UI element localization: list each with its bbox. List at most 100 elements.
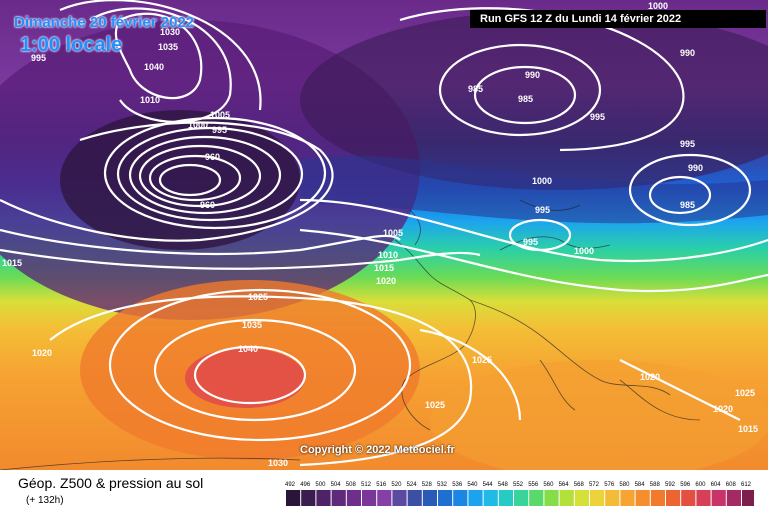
copyright: Copyright © 2022 Meteociel.fr xyxy=(300,444,455,456)
scale-swatch xyxy=(605,490,620,506)
iso-label: 995 xyxy=(212,125,227,135)
scale-swatch xyxy=(483,490,498,506)
iso-label: 1030 xyxy=(160,27,180,37)
iso-label: 985 xyxy=(518,94,533,104)
scale-tick-label: 532 xyxy=(437,482,448,488)
scale-swatch xyxy=(438,490,453,506)
iso-label: 990 xyxy=(688,163,703,173)
scale-tick-label: 536 xyxy=(452,482,463,488)
scale-tick-label: 500 xyxy=(315,482,326,488)
iso-label: 1035 xyxy=(242,320,262,330)
scale-swatch xyxy=(529,490,544,506)
legend-footer: Géop. Z500 & pression au sol (+ 132h) 49… xyxy=(0,470,768,512)
iso-label: 1015 xyxy=(374,263,394,273)
iso-label: 990 xyxy=(680,48,695,58)
scale-swatch xyxy=(742,490,754,506)
iso-label: 1040 xyxy=(144,62,164,72)
scale-swatch xyxy=(301,490,316,506)
scale-tick-label: 568 xyxy=(574,482,585,488)
scale-swatch xyxy=(468,490,483,506)
iso-label: 1020 xyxy=(713,404,733,414)
iso-label: 1005 xyxy=(383,228,403,238)
scale-swatch xyxy=(362,490,377,506)
iso-label: 995 xyxy=(680,139,695,149)
scale-tick-label: 580 xyxy=(619,482,630,488)
weather-map: 1035 1030 1040 1010 1015 1005 1000 995 9… xyxy=(0,0,768,470)
forecast-time: 1:00 locale xyxy=(20,34,123,56)
iso-label: 1020 xyxy=(32,348,52,358)
isobar-labels: 1035 1030 1040 1010 1015 1005 1000 995 9… xyxy=(2,1,758,468)
iso-label: 1020 xyxy=(376,276,396,286)
jet-band xyxy=(300,155,768,224)
iso-label: 1000 xyxy=(648,1,668,11)
scale-tick-label: 564 xyxy=(559,482,570,488)
scale-swatch xyxy=(696,490,711,506)
iso-label: 1010 xyxy=(140,95,160,105)
scale-swatch xyxy=(422,490,437,506)
scale-swatch xyxy=(559,490,574,506)
iso-label: 1035 xyxy=(158,42,178,52)
scale-tick-label: 604 xyxy=(711,482,722,488)
scale-tick-label: 516 xyxy=(376,482,387,488)
iso-label: 1030 xyxy=(268,458,288,468)
scale-tick-label: 572 xyxy=(589,482,600,488)
scale-tick-label: 588 xyxy=(650,482,661,488)
iso-label: 1005 xyxy=(210,110,230,120)
scale-swatch xyxy=(286,490,301,506)
scale-swatch xyxy=(650,490,665,506)
iso-label: 1000 xyxy=(188,120,208,130)
scale-swatch xyxy=(590,490,605,506)
iso-label: 985 xyxy=(680,200,695,210)
scale-tick-label: 592 xyxy=(665,482,676,488)
scale-tick-label: 552 xyxy=(513,482,524,488)
scale-tick-label: 584 xyxy=(635,482,646,488)
iso-label: 1025 xyxy=(248,292,268,302)
med-ridge xyxy=(430,360,768,470)
scale-swatch xyxy=(346,490,361,506)
scale-tick-label: 548 xyxy=(498,482,509,488)
scale-swatch xyxy=(514,490,529,506)
north-low-area xyxy=(300,10,768,190)
iso-label: 995 xyxy=(590,112,605,122)
scale-tick-label: 576 xyxy=(604,482,615,488)
legend-title: Géop. Z500 & pression au sol xyxy=(18,475,204,491)
scale-swatch xyxy=(635,490,650,506)
iso-label: 960 xyxy=(200,200,215,210)
iso-label: 1025 xyxy=(472,355,492,365)
iso-label: 960 xyxy=(205,152,220,162)
legend-subtitle: (+ 132h) xyxy=(26,495,64,506)
scale-tick-label: 520 xyxy=(391,482,402,488)
iso-label: 995 xyxy=(535,205,550,215)
iso-label: 995 xyxy=(31,53,46,63)
scale-tick-label: 528 xyxy=(422,482,433,488)
iso-label: 990 xyxy=(525,70,540,80)
scale-tick-label: 512 xyxy=(361,482,372,488)
scale-swatch xyxy=(544,490,559,506)
scale-swatch xyxy=(407,490,422,506)
iso-label: 1000 xyxy=(574,246,594,256)
scale-tick-label: 492 xyxy=(285,482,296,488)
iso-label: 1015 xyxy=(2,258,22,268)
iso-label: 985 xyxy=(468,84,483,94)
scale-tick-label: 504 xyxy=(331,482,342,488)
scale-swatch xyxy=(726,490,741,506)
iso-label: 1025 xyxy=(425,400,445,410)
iso-label: 1040 xyxy=(238,344,258,354)
scale-swatch xyxy=(711,490,726,506)
scale-tick-label: 596 xyxy=(680,482,691,488)
iso-label: 1020 xyxy=(640,372,660,382)
scale-tick-label: 608 xyxy=(726,482,737,488)
scale-swatch xyxy=(681,490,696,506)
map-canvas: 1035 1030 1040 1010 1015 1005 1000 995 9… xyxy=(0,0,768,470)
scale-tick-label: 540 xyxy=(467,482,478,488)
scale-tick-label: 556 xyxy=(528,482,539,488)
iso-label: 1015 xyxy=(738,424,758,434)
scale-swatch xyxy=(331,490,346,506)
scale-tick-label: 508 xyxy=(346,482,357,488)
iso-label: 1010 xyxy=(378,250,398,260)
scale-tick-label: 560 xyxy=(543,482,554,488)
scale-swatch xyxy=(498,490,513,506)
scale-swatch xyxy=(453,490,468,506)
scale-swatch xyxy=(316,490,331,506)
isobars xyxy=(0,0,768,465)
